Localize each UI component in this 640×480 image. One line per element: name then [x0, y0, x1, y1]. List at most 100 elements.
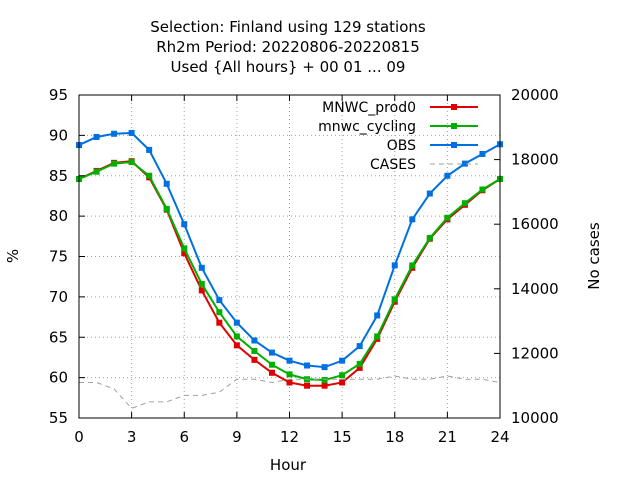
data-point-mnwc-prod0	[251, 356, 258, 363]
data-point-mnwc-prod0	[304, 382, 311, 389]
data-point-mnwc-cycling	[93, 168, 100, 175]
data-point-mnwc-cycling	[163, 205, 170, 212]
title-line-3: Used {All hours} + 00 01 ... 09	[171, 58, 406, 76]
series-line-obs	[78, 131, 501, 369]
x-tick-label: 24	[490, 428, 509, 446]
data-point-mnwc-cycling	[461, 200, 468, 207]
series-line-cases	[79, 375, 501, 409]
data-point-mnwc-cycling	[233, 333, 240, 340]
legend-label-mnwc-prod0: MNWC_prod0	[322, 100, 416, 116]
x-tick-label: 9	[232, 428, 242, 446]
data-point-obs	[444, 172, 451, 179]
x-tick-label: 12	[280, 428, 299, 446]
y-tick-label: 65	[49, 328, 68, 346]
x-tick-label: 15	[333, 428, 352, 446]
plot-series	[76, 129, 503, 409]
data-point-mnwc-cycling	[146, 172, 153, 179]
data-point-obs	[268, 349, 275, 356]
y-tick-label: 85	[49, 167, 68, 185]
x-axis-label: Hour	[270, 456, 307, 474]
data-point-obs	[286, 357, 293, 364]
data-point-mnwc-cycling	[128, 159, 135, 166]
axis-ticks: 0 3 6 9 12 15 18 21 24 55 60 65 70 75 80 85 90 95 10000 120…	[49, 86, 559, 446]
chart-title: Selection: Finland using 129 stations Rh…	[150, 18, 426, 76]
data-point-obs	[461, 160, 468, 167]
data-point-mnwc-cycling	[339, 372, 346, 379]
data-point-mnwc-cycling	[426, 234, 433, 241]
x-tick-label: 21	[438, 428, 457, 446]
data-point-obs	[146, 146, 153, 153]
y2-axis-label: No cases	[585, 222, 603, 290]
data-point-obs	[233, 319, 240, 326]
data-point-mnwc-cycling	[391, 296, 398, 303]
x-tick-label: 0	[74, 428, 84, 446]
legend-marker-obs	[451, 142, 457, 148]
data-point-obs	[216, 297, 223, 304]
data-point-mnwc-cycling	[251, 347, 258, 354]
x-tick-label: 3	[127, 428, 137, 446]
data-point-mnwc-prod0	[321, 382, 328, 389]
data-point-obs	[251, 337, 258, 344]
data-point-obs	[304, 362, 311, 369]
data-point-mnwc-prod0	[356, 364, 363, 371]
y2-tick-label: 18000	[511, 151, 559, 169]
data-point-obs	[111, 130, 118, 137]
data-point-obs	[426, 190, 433, 197]
data-point-obs	[128, 129, 135, 136]
data-point-obs	[181, 221, 188, 228]
data-point-mnwc-cycling	[479, 186, 486, 193]
y-axis-label: %	[4, 249, 22, 263]
data-point-mnwc-cycling	[181, 245, 188, 252]
data-point-obs	[321, 364, 328, 371]
data-point-mnwc-cycling	[356, 360, 363, 367]
data-point-mnwc-cycling	[374, 333, 381, 340]
data-point-mnwc-prod0	[268, 369, 275, 376]
y-tick-label: 90	[49, 126, 68, 144]
data-point-mnwc-cycling	[198, 280, 205, 287]
data-point-obs	[339, 357, 346, 364]
y-tick-label: 95	[49, 86, 68, 104]
y2-tick-label: 12000	[511, 344, 559, 362]
y-tick-label: 80	[49, 207, 68, 225]
legend: MNWC_prod0 mnwc_cycling OBS CASES	[318, 100, 478, 173]
y2-tick-label: 16000	[511, 215, 559, 233]
data-point-obs	[198, 264, 205, 271]
data-point-mnwc-prod0	[339, 379, 346, 386]
data-point-obs	[163, 180, 170, 187]
x-tick-label: 6	[179, 428, 189, 446]
data-point-mnwc-cycling	[321, 377, 328, 384]
data-point-mnwc-cycling	[409, 262, 416, 269]
data-point-obs	[374, 312, 381, 319]
legend-label-cases: CASES	[370, 157, 416, 173]
data-point-mnwc-prod0	[286, 379, 293, 386]
data-point-mnwc-prod0	[216, 319, 223, 326]
data-point-obs	[479, 150, 486, 157]
data-point-mnwc-cycling	[111, 160, 118, 167]
y2-tick-label: 10000	[511, 409, 559, 427]
legend-marker-mnwc-prod0	[451, 104, 457, 110]
data-point-mnwc-cycling	[444, 214, 451, 221]
data-point-mnwc-prod0	[181, 250, 188, 257]
data-point-obs	[409, 216, 416, 223]
data-point-mnwc-prod0	[233, 342, 240, 349]
data-point-obs	[93, 133, 100, 140]
x-tick-label: 18	[385, 428, 404, 446]
legend-marker-mnwc-cycling	[451, 123, 457, 129]
y2-tick-label: 14000	[511, 280, 559, 298]
title-line-1: Selection: Finland using 129 stations	[150, 18, 426, 36]
y-tick-label: 55	[49, 409, 68, 427]
legend-label-mnwc-cycling: mnwc_cycling	[318, 119, 416, 135]
data-point-mnwc-prod0	[198, 287, 205, 294]
data-point-mnwc-cycling	[286, 371, 293, 378]
y-tick-label: 60	[49, 369, 68, 387]
y-tick-label: 70	[49, 288, 68, 306]
y2-tick-label: 20000	[511, 86, 559, 104]
data-point-obs	[356, 343, 363, 350]
data-point-obs	[391, 262, 398, 269]
title-line-2: Rh2m Period: 20220806-20220815	[156, 38, 420, 56]
y-tick-label: 75	[49, 248, 68, 266]
series-line-mnwc-prod0	[78, 160, 501, 387]
data-point-mnwc-cycling	[216, 309, 223, 316]
legend-label-obs: OBS	[387, 138, 416, 154]
